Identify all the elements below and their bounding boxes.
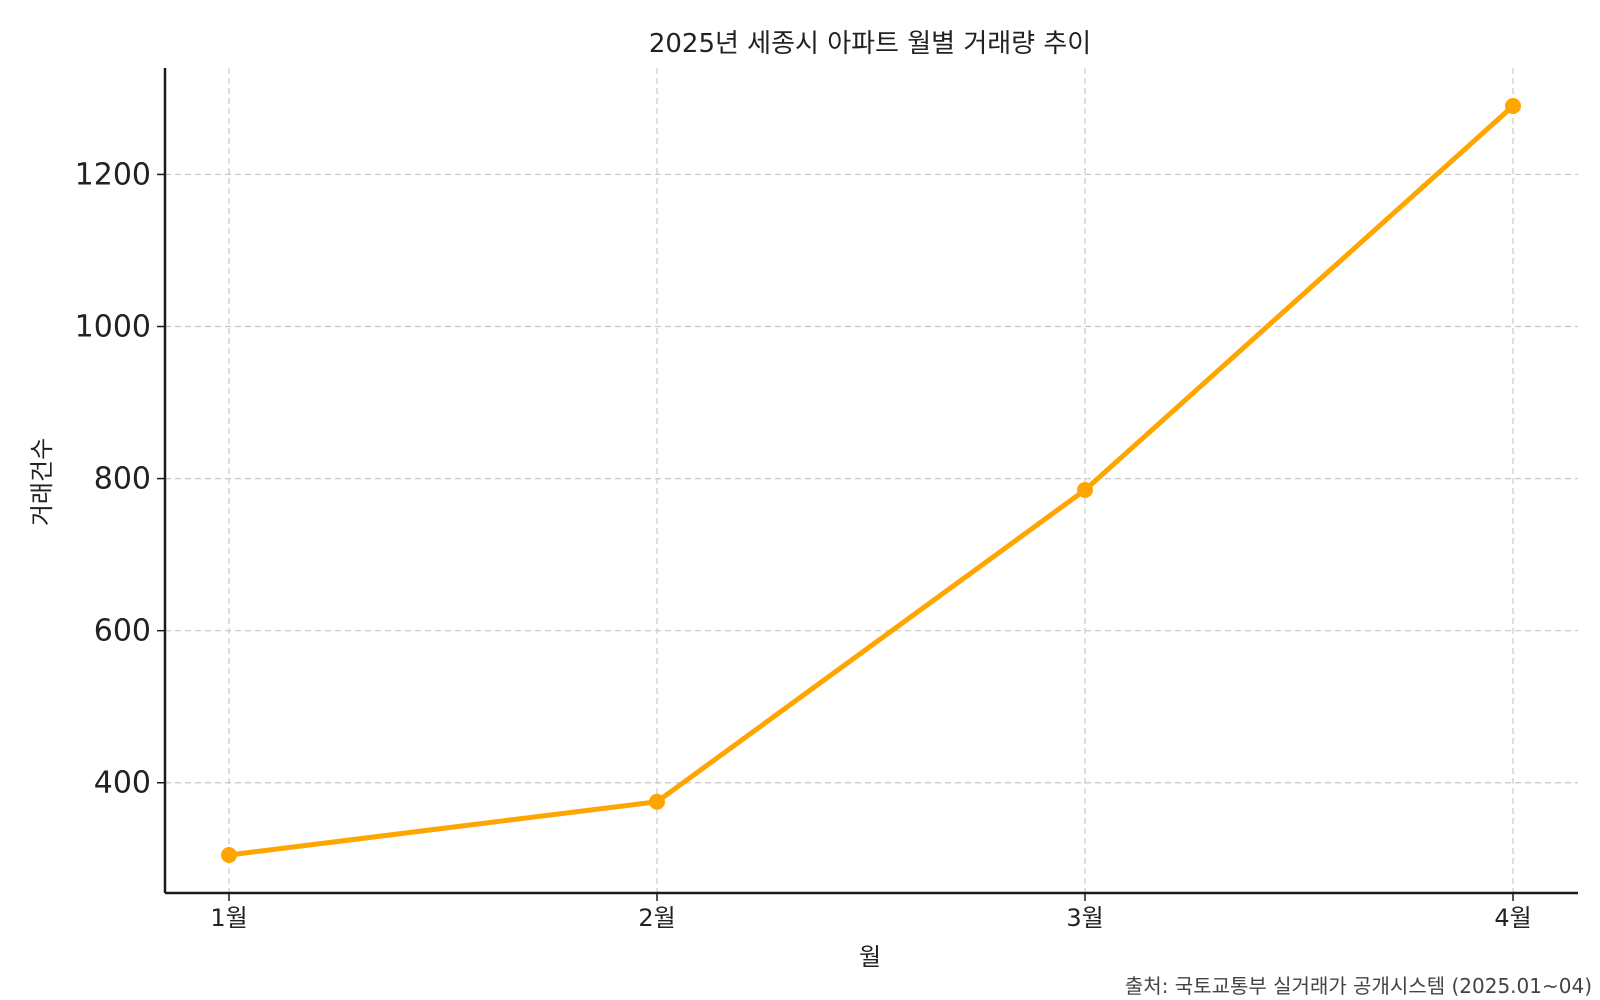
y-ticks: 400 600 800 1000 1200 <box>75 157 165 801</box>
data-point <box>1077 482 1093 499</box>
axes <box>163 68 1578 895</box>
x-tick-label: 3월 <box>1066 904 1103 932</box>
x-ticks: 1월 2월 3월 4월 <box>210 893 1532 932</box>
y-tick-label: 800 <box>94 462 151 497</box>
chart-title: 2025년 세종시 아파트 월별 거래량 추이 <box>649 29 1091 59</box>
source-note: 출처: 국토교통부 실거래가 공개시스템 (2025.01~04) <box>1125 974 1592 998</box>
data-point <box>1505 98 1521 115</box>
x-tick-label: 1월 <box>210 904 247 932</box>
series <box>221 98 1521 863</box>
data-point <box>649 793 665 810</box>
x-tick-label: 2월 <box>638 904 675 932</box>
x-axis-label: 월 <box>859 943 881 971</box>
y-tick-label: 400 <box>94 766 151 801</box>
grid <box>165 68 1578 893</box>
data-point <box>221 846 237 863</box>
x-tick-label: 4월 <box>1494 904 1531 932</box>
y-axis-label: 거래건수 <box>28 438 56 526</box>
y-tick-label: 1000 <box>75 310 151 345</box>
y-tick-label: 600 <box>94 614 151 649</box>
series-line <box>226 103 1516 858</box>
y-tick-label: 1200 <box>75 157 151 192</box>
